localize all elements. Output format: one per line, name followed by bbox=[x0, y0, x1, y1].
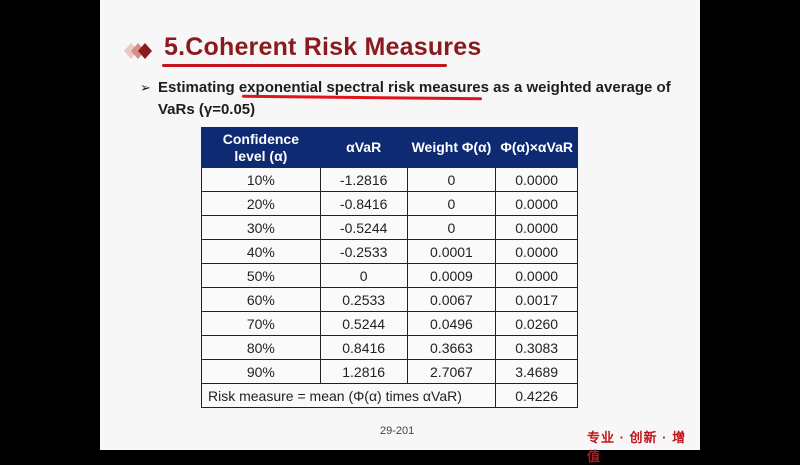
cell-confidence: 50% bbox=[201, 263, 321, 288]
cell-confidence: 90% bbox=[201, 359, 321, 384]
cell-confidence: 10% bbox=[201, 167, 321, 192]
table-row: 90% 1.2816 2.7067 3.4689 bbox=[201, 359, 578, 384]
cell-weight: 2.7067 bbox=[406, 359, 497, 384]
cell-product: 0.0017 bbox=[495, 287, 578, 312]
header-weight: Weight Φ(α) bbox=[406, 127, 497, 168]
header-avar: αVaR bbox=[319, 127, 408, 168]
cell-weight: 0 bbox=[406, 191, 497, 216]
cell-confidence: 70% bbox=[201, 311, 321, 336]
cell-product: 3.4689 bbox=[495, 359, 578, 384]
cell-confidence: 40% bbox=[201, 239, 321, 264]
table-row: 50% 0 0.0009 0.0000 bbox=[201, 263, 578, 288]
table-row: 40% -0.2533 0.0001 0.0000 bbox=[201, 239, 578, 264]
cell-product: 0.0000 bbox=[495, 191, 578, 216]
cell-product: 0.0000 bbox=[495, 239, 578, 264]
title-underline bbox=[162, 64, 447, 67]
cell-avar: 0.5244 bbox=[319, 311, 408, 336]
cell-weight: 0.0067 bbox=[406, 287, 497, 312]
cell-avar: -0.5244 bbox=[319, 215, 408, 240]
cell-confidence: 20% bbox=[201, 191, 321, 216]
bullet-text: Estimating exponential spectral risk mea… bbox=[158, 79, 671, 118]
bullet-arrow-icon: ➢ bbox=[140, 80, 151, 95]
page-number: 29-201 bbox=[380, 425, 415, 437]
risk-measure-value: 0.4226 bbox=[495, 383, 578, 408]
cell-avar: 0.2533 bbox=[319, 287, 408, 312]
risk-measure-label: Risk measure = mean (Φ(α) times αVaR) bbox=[200, 383, 497, 408]
cell-weight: 0 bbox=[406, 167, 497, 192]
table-row: 70% 0.5244 0.0496 0.0260 bbox=[201, 311, 578, 336]
cell-product: 0.3083 bbox=[495, 335, 578, 360]
cell-weight: 0 bbox=[406, 215, 497, 240]
slide: 5.Coherent Risk Measures ➢ Estimating ex… bbox=[100, 0, 700, 464]
header-confidence-level: Confidence level (α) bbox=[201, 127, 321, 168]
var-weight-table: Confidence level (α) αVaR Weight Φ(α) Φ(… bbox=[200, 127, 578, 408]
cell-product: 0.0000 bbox=[495, 167, 578, 192]
cell-avar: -0.2533 bbox=[319, 239, 408, 264]
table-footer-row: Risk measure = mean (Φ(α) times αVaR) 0.… bbox=[200, 383, 578, 408]
table-row: 80% 0.8416 0.3663 0.3083 bbox=[201, 335, 578, 360]
cell-avar: -0.8416 bbox=[319, 191, 408, 216]
table-row: 60% 0.2533 0.0067 0.0017 bbox=[201, 287, 578, 312]
cell-weight: 0.0009 bbox=[406, 263, 497, 288]
cell-avar: 0.8416 bbox=[319, 335, 408, 360]
cell-product: 0.0260 bbox=[495, 311, 578, 336]
slide-title: 5.Coherent Risk Measures bbox=[164, 33, 482, 61]
cell-confidence: 60% bbox=[201, 287, 321, 312]
cell-product: 0.0000 bbox=[495, 215, 578, 240]
cell-weight: 0.0496 bbox=[406, 311, 497, 336]
cell-avar: -1.2816 bbox=[319, 167, 408, 192]
table-row: 10% -1.2816 0 0.0000 bbox=[201, 167, 578, 192]
table-row: 20% -0.8416 0 0.0000 bbox=[201, 191, 578, 216]
table-row: 30% -0.5244 0 0.0000 bbox=[201, 215, 578, 240]
title-diamond-icon bbox=[116, 38, 156, 64]
brand-slogan: 专业 · 创新 · 增值 bbox=[587, 430, 687, 464]
cell-confidence: 80% bbox=[201, 335, 321, 360]
header-product: Φ(α)×αVaR bbox=[495, 127, 578, 168]
cell-avar: 1.2816 bbox=[319, 359, 408, 384]
cell-product: 0.0000 bbox=[495, 263, 578, 288]
cell-weight: 0.3663 bbox=[406, 335, 497, 360]
table-header-row: Confidence level (α) αVaR Weight Φ(α) Φ(… bbox=[201, 127, 578, 168]
cell-weight: 0.0001 bbox=[406, 239, 497, 264]
cell-confidence: 30% bbox=[201, 215, 321, 240]
cell-avar: 0 bbox=[319, 263, 408, 288]
